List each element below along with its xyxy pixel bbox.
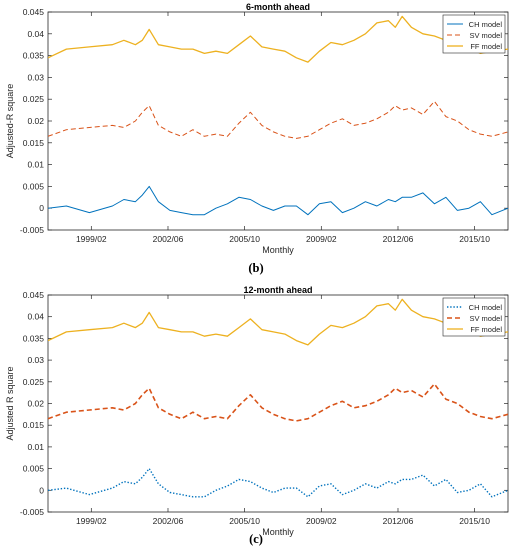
y-tick-label: 0.015: [23, 420, 45, 430]
x-tick-label: 2009/02: [306, 234, 337, 244]
legend-label: FF model: [470, 325, 502, 334]
y-tick-label: 0.01: [27, 160, 44, 170]
legend-label: FF model: [470, 42, 502, 51]
x-tick-label: 1999/02: [76, 516, 107, 526]
y-axis-label: Adjusted R square: [5, 366, 15, 440]
legend-box: [442, 14, 506, 54]
x-tick-label: 2015/10: [459, 234, 490, 244]
y-tick-label: 0.03: [27, 355, 44, 365]
chart-panel-c: -0.005 0 0.005 0.01 0.015 0.02 0.025 0.03 0.035 0…: [5, 285, 509, 537]
x-tick-label: 2005/10: [229, 516, 260, 526]
y-tick-label: 0.04: [27, 29, 44, 39]
y-tick-label: 0.02: [27, 116, 44, 126]
y-tick-label: 0.04: [27, 312, 44, 322]
y-tick-label: 0.005: [23, 464, 45, 474]
x-tick-label: 2002/06: [153, 516, 184, 526]
y-tick-label: 0.005: [23, 181, 45, 191]
series-line-sv: [48, 100, 508, 139]
x-tick-label: 1999/02: [76, 234, 107, 244]
y-tick-label: 0.045: [23, 7, 45, 17]
panel-caption: (c): [249, 532, 263, 546]
x-tick-label: 2015/10: [459, 516, 490, 526]
y-tick-label: 0: [39, 203, 44, 213]
legend-label: SV model: [469, 314, 502, 323]
y-tick-label: 0.045: [23, 290, 45, 300]
chart-panel-b: -0.005 0 0.005 0.01 0.015 0.02 0.025 0.03 0.035 0…: [5, 2, 509, 255]
y-tick-label: 0: [39, 485, 44, 495]
x-tick-label: 2009/02: [306, 516, 337, 526]
y-tick-label: 0.025: [23, 377, 45, 387]
series-line-ch: [48, 185, 508, 216]
plot-frame: [47, 11, 509, 231]
y-axis-label: Adjusted-R square: [5, 84, 15, 159]
legend-box: [442, 297, 506, 337]
y-tick-label: 0.025: [23, 94, 45, 104]
x-axis-label: Monthly: [262, 527, 294, 537]
legend-label: SV model: [469, 31, 502, 40]
chart-title: 6-month ahead: [246, 2, 310, 12]
y-tick-label: 0.035: [23, 333, 45, 343]
y-tick-label: 0.02: [27, 399, 44, 409]
x-tick-label: 2012/06: [383, 516, 414, 526]
plot-frame: [47, 294, 509, 513]
y-tick-label: 0.03: [27, 72, 44, 82]
x-tick-label: 2012/06: [383, 234, 414, 244]
chart-title: 12-month ahead: [243, 285, 312, 295]
series-line-ff: [48, 298, 508, 346]
series-line-ff: [48, 15, 508, 63]
x-axis-label: Monthly: [262, 245, 294, 255]
legend-label: CH model: [469, 20, 503, 29]
y-tick-label: -0.005: [20, 507, 44, 517]
series-line-sv: [48, 383, 508, 422]
y-tick-label: -0.005: [20, 225, 44, 235]
y-tick-label: 0.035: [23, 51, 45, 61]
legend-label: CH model: [469, 303, 503, 312]
series-line-ch: [48, 467, 508, 498]
x-tick-label: 2005/10: [229, 234, 260, 244]
y-tick-label: 0.015: [23, 138, 45, 148]
panel-caption: (b): [248, 261, 263, 275]
y-tick-label: 0.01: [27, 442, 44, 452]
x-tick-label: 2002/06: [153, 234, 184, 244]
